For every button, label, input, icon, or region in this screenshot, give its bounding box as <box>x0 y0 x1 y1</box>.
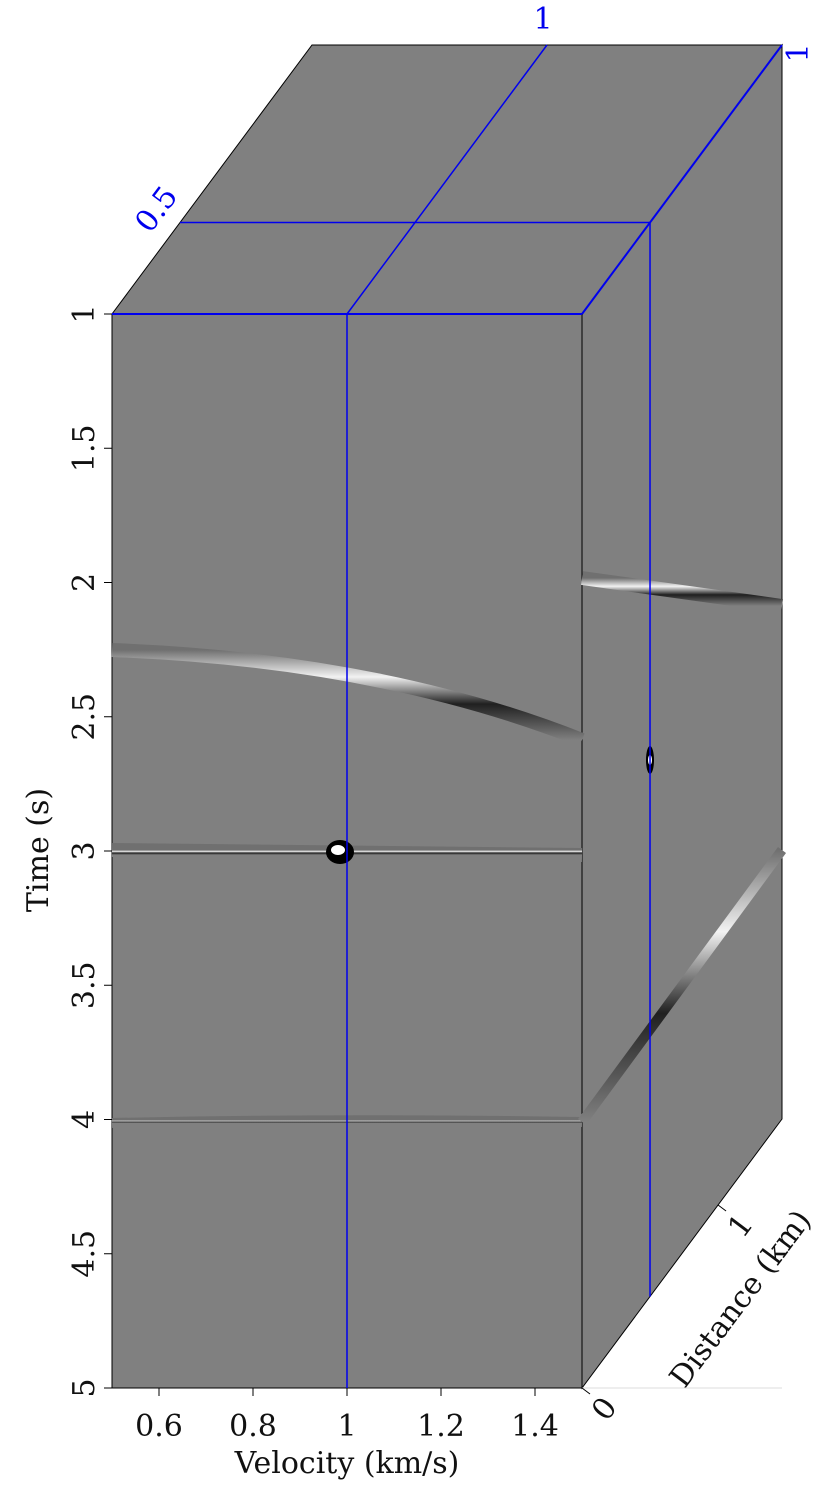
y-tick-label: 4.5 <box>67 1230 102 1278</box>
x-tick-label: 1 <box>337 1409 356 1444</box>
y-tick-label: 2.5 <box>67 693 102 741</box>
y-tick-label: 2 <box>67 573 102 592</box>
cube-faces <box>111 43 783 1390</box>
x-axis-label: Velocity (km/s) <box>234 1446 460 1481</box>
y-tick-label: 5 <box>67 1378 102 1397</box>
z-tick-label: 0 <box>585 1391 624 1427</box>
slice-x-line <box>346 44 548 315</box>
slice-lines <box>112 44 783 1388</box>
seismic-events <box>111 571 787 1128</box>
x-tick-label: 0.6 <box>135 1409 183 1444</box>
z-tick <box>717 1204 727 1212</box>
slice-y-label: 1 <box>781 43 816 62</box>
y-tick-label: 3 <box>67 841 102 860</box>
y-tick-label: 4 <box>67 1110 102 1129</box>
y-axis-label: Time (s) <box>21 788 56 912</box>
x-tick-label: 1.2 <box>417 1409 465 1444</box>
x-tick-label: 0.8 <box>229 1409 277 1444</box>
y-tick-label: 3.5 <box>67 961 102 1009</box>
slice-x-label: 1 <box>533 2 552 37</box>
z-tick-label: 1 <box>721 1208 760 1244</box>
y-tick-label: 1.5 <box>67 424 102 472</box>
x-tick-label: 1.4 <box>511 1409 559 1444</box>
slice-y-line <box>581 44 783 315</box>
z-tick <box>581 1387 591 1395</box>
y-tick-label: 1 <box>67 304 102 323</box>
